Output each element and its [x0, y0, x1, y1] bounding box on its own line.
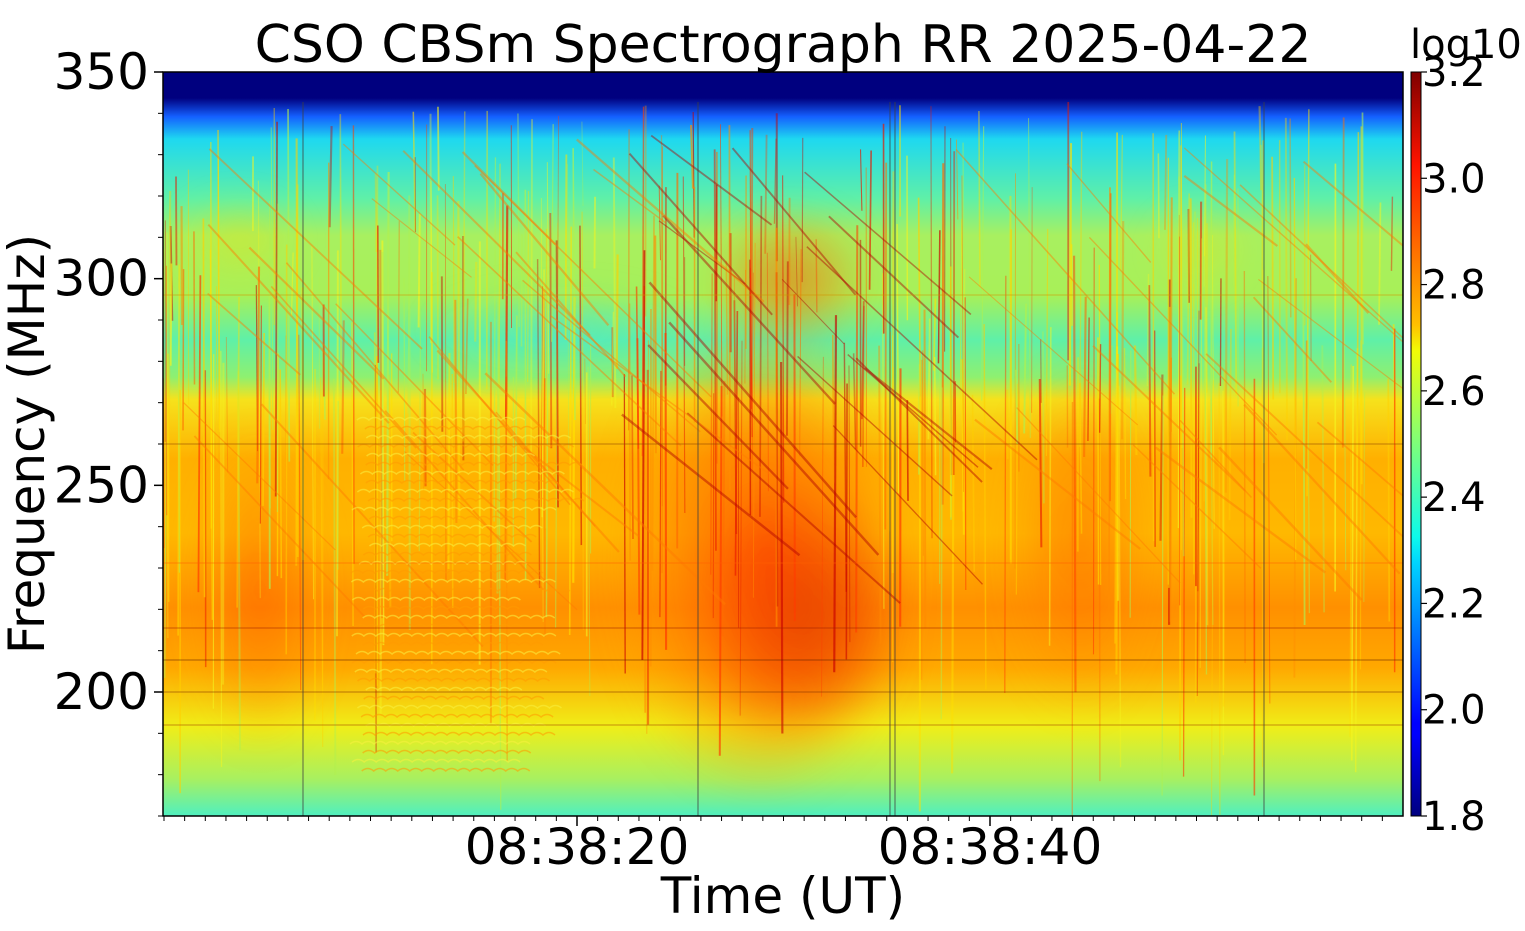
y-axis: 200 250 300 350 — [54, 43, 163, 817]
spectrogram-image — [163, 72, 1403, 816]
burst-left — [190, 430, 330, 750]
x-tick-label: 08:38:40 — [878, 818, 1103, 876]
colorbar-gradient — [1411, 72, 1421, 816]
colorbar-tick-label: 1.8 — [1422, 794, 1486, 840]
y-tick-label: 200 — [54, 663, 149, 721]
x-tick-label: 08:38:20 — [465, 818, 690, 876]
colorbar-label: log10 — [1410, 22, 1522, 68]
colorbar-frame — [1410, 71, 1422, 817]
yellow-patch-left — [180, 200, 300, 280]
y-tick-label: 250 — [54, 456, 149, 514]
y-tick-label: 350 — [54, 43, 149, 101]
x-axis: 08:38:20 08:38:40 — [163, 816, 1383, 876]
x-axis-label: Time (UT) — [660, 867, 905, 925]
colorbar-tick-label: 2.6 — [1422, 369, 1486, 415]
colorbar-tick-label: 2.2 — [1422, 581, 1486, 627]
y-tick-label: 300 — [54, 250, 149, 308]
colorbar-tick-label: 2.4 — [1422, 475, 1486, 521]
spectrogram-texture — [163, 102, 1403, 816]
colorbar-tick-label: 2.0 — [1422, 688, 1486, 734]
y-axis-label: Frequency (MHz) — [0, 234, 56, 654]
colorbar: log10 1.8 2.0 2.2 2.4 2.6 2.8 3.0 3.2 — [1410, 22, 1522, 840]
colorbar-tick-label: 2.8 — [1422, 263, 1486, 309]
chart-title: CSO CBSm Spectrograph RR 2025-04-22 — [255, 15, 1312, 75]
quiet-band — [420, 290, 700, 370]
colorbar-tick-label: 3.0 — [1422, 156, 1486, 202]
colorbar-tick-label: 3.2 — [1422, 50, 1486, 96]
